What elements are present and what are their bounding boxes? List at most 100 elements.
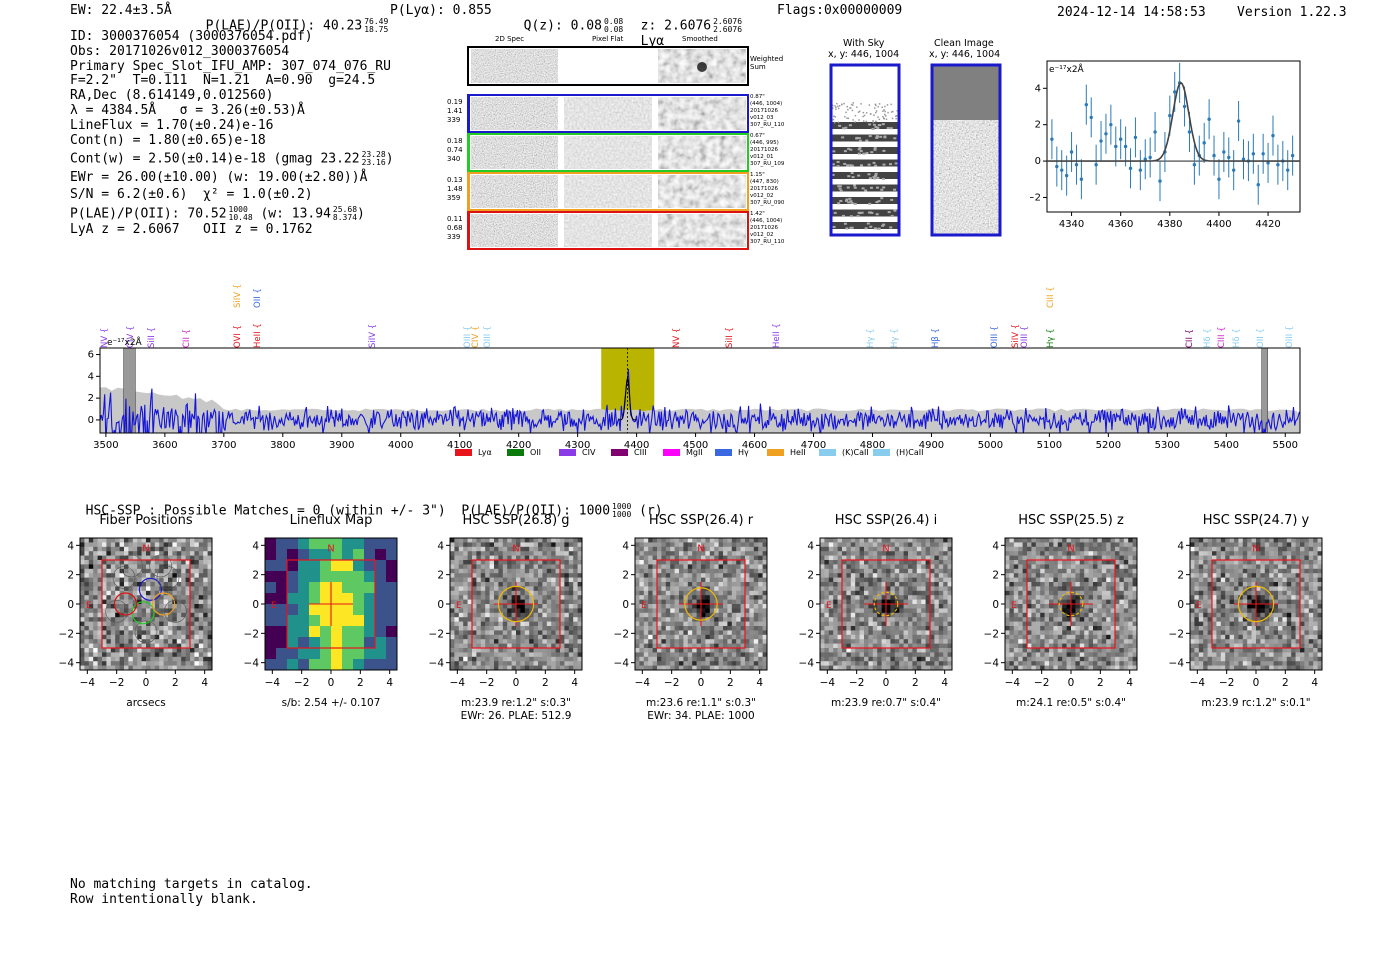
sky-stripe-speckle bbox=[872, 177, 876, 180]
cutout-pixel bbox=[1005, 612, 1010, 618]
sky-stripe-speckle bbox=[876, 176, 880, 179]
cutout-pixel bbox=[1031, 542, 1037, 548]
cutout-pixel bbox=[516, 586, 521, 592]
cutout-pixel bbox=[516, 582, 521, 587]
cutout-pixel bbox=[1005, 621, 1010, 627]
cutout-pixel bbox=[472, 590, 477, 596]
cutout-pixel bbox=[912, 568, 918, 574]
cutout-pixel bbox=[472, 648, 477, 653]
cutout-pixel bbox=[524, 538, 530, 543]
cutout-pixel bbox=[538, 564, 543, 570]
cutout-pixel bbox=[714, 590, 719, 596]
header-ew: EW: 22.4±3.5Å bbox=[70, 3, 172, 18]
cutout-pixel bbox=[1044, 652, 1050, 658]
cutout-pixel bbox=[753, 621, 759, 627]
cutout-pixel bbox=[198, 652, 204, 658]
cutout-pixel bbox=[529, 639, 534, 644]
cutout-pixel bbox=[511, 656, 517, 662]
cutout-pixel bbox=[749, 573, 755, 578]
cutout-pixel bbox=[168, 560, 173, 565]
cutout-pixel bbox=[97, 542, 103, 548]
cutout-pixel bbox=[84, 630, 90, 636]
cutout-pixel bbox=[670, 586, 675, 592]
cutout-pixel bbox=[124, 582, 129, 587]
panel-ytick-label: −4 bbox=[614, 658, 630, 670]
cutout-pixel bbox=[564, 608, 570, 614]
cutout-pixel bbox=[947, 652, 953, 658]
cutout-pixel bbox=[1057, 626, 1063, 631]
cutout-pixel bbox=[890, 546, 896, 552]
fiber-row-colorbar bbox=[468, 134, 470, 171]
cutout-pixel bbox=[141, 604, 147, 609]
cutout-pixel bbox=[1049, 582, 1054, 587]
cutout-pixel bbox=[480, 612, 486, 618]
cutout-pixel bbox=[542, 648, 548, 653]
line-fit-ytick-label: 0 bbox=[1035, 156, 1041, 167]
cutout-pixel bbox=[146, 590, 151, 596]
cutout-pixel bbox=[1005, 648, 1010, 653]
cutout-pixel bbox=[850, 612, 856, 618]
spectrum-xtick-label: 4600 bbox=[742, 440, 767, 451]
cutout-pixel bbox=[850, 542, 856, 548]
cutout-pixel bbox=[1079, 560, 1085, 565]
cutout-pixel bbox=[635, 577, 640, 583]
cutout-pixel bbox=[203, 648, 208, 653]
cutout-pixel bbox=[546, 630, 552, 636]
lineflux-cell bbox=[309, 648, 321, 660]
cutout-pixel bbox=[762, 612, 768, 618]
cutout-pixel bbox=[132, 639, 138, 644]
cutout-pixel bbox=[1005, 643, 1010, 649]
lineflux-cell bbox=[309, 604, 321, 616]
cutout-pixel bbox=[168, 643, 173, 649]
cutout-pixel bbox=[837, 661, 843, 666]
cutout-pixel bbox=[665, 564, 671, 570]
sky-stripe-speckle bbox=[871, 127, 875, 130]
cutout-pixel bbox=[758, 560, 763, 565]
cutout-pixel bbox=[551, 652, 556, 658]
cutout-pixel bbox=[172, 634, 178, 640]
cutout-pixel bbox=[916, 608, 922, 614]
cutout-pixel bbox=[555, 626, 561, 631]
cutout-pixel bbox=[692, 661, 697, 666]
cutout-pixel bbox=[480, 608, 486, 614]
cutout-pixel bbox=[489, 573, 495, 578]
cutout-pixel bbox=[84, 617, 90, 622]
cutout-pixel bbox=[128, 630, 134, 636]
cutout-pixel bbox=[511, 599, 517, 605]
sky-stripe-speckle bbox=[857, 148, 861, 151]
cutout-pixel bbox=[727, 546, 733, 552]
cutout-pixel bbox=[577, 639, 583, 644]
spectrum-xtick-label: 5200 bbox=[1096, 440, 1121, 451]
sky-stripe bbox=[831, 222, 899, 229]
cutout-pixel bbox=[833, 564, 838, 570]
cutout-pixel bbox=[1071, 538, 1076, 543]
cutout-pixel bbox=[1013, 542, 1019, 548]
sky-stripe-speckle bbox=[838, 185, 842, 188]
sky-dot bbox=[887, 111, 889, 114]
cutout-pixel bbox=[141, 612, 147, 618]
cutout-pixel bbox=[670, 555, 675, 561]
cutout-pixel bbox=[723, 612, 728, 618]
cutout-pixel bbox=[555, 665, 561, 671]
cutout-pixel bbox=[84, 643, 90, 649]
sky-stripe-speckle bbox=[889, 226, 893, 229]
cutout-pixel bbox=[1031, 643, 1037, 649]
cutout-pixel bbox=[533, 617, 539, 622]
cutout-pixel bbox=[163, 560, 169, 565]
cutout-pixel bbox=[846, 630, 852, 636]
cutout-pixel bbox=[709, 577, 715, 583]
cutout-pixel bbox=[683, 599, 689, 605]
aperture-circle bbox=[497, 585, 535, 623]
cutout-pixel bbox=[516, 599, 521, 605]
cutout-pixel bbox=[1005, 661, 1010, 666]
cutout-pixel bbox=[652, 656, 658, 662]
cutout-pixel bbox=[463, 639, 468, 644]
lineflux-cell bbox=[342, 593, 354, 605]
cutout-pixel bbox=[529, 652, 534, 658]
cutout-pixel bbox=[850, 621, 856, 627]
cutout-pixel bbox=[564, 665, 570, 671]
cutout-pixel bbox=[679, 652, 684, 658]
sky-stripe-speckle bbox=[889, 163, 893, 166]
cutout-pixel bbox=[1049, 546, 1054, 552]
cutout-pixel bbox=[181, 568, 186, 574]
